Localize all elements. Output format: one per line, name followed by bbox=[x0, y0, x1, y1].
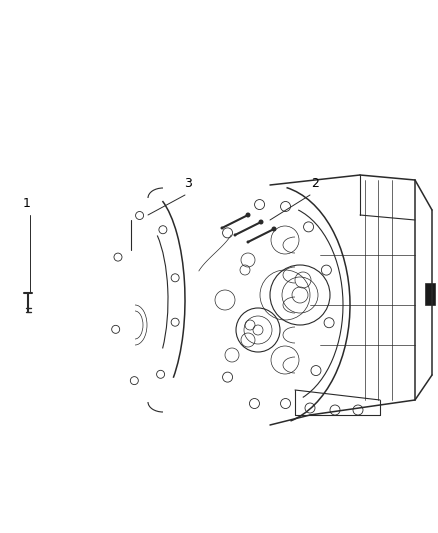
Circle shape bbox=[258, 220, 264, 224]
Circle shape bbox=[247, 240, 250, 244]
Text: 2: 2 bbox=[311, 177, 319, 190]
Text: 3: 3 bbox=[184, 177, 192, 190]
Circle shape bbox=[246, 213, 251, 217]
Circle shape bbox=[272, 227, 276, 231]
FancyBboxPatch shape bbox=[425, 283, 435, 305]
Circle shape bbox=[220, 227, 223, 230]
Circle shape bbox=[233, 233, 237, 237]
Text: 1: 1 bbox=[23, 197, 31, 210]
